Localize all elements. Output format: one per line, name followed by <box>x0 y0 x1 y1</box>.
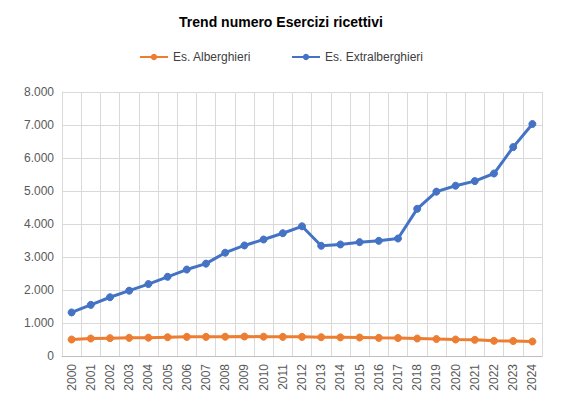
svg-text:5.000: 5.000 <box>24 184 54 198</box>
svg-text:Es. Extralberghieri: Es. Extralberghieri <box>325 50 423 64</box>
svg-text:2017: 2017 <box>391 364 405 391</box>
svg-text:2008: 2008 <box>218 364 232 391</box>
svg-text:2019: 2019 <box>429 364 443 391</box>
svg-text:4.000: 4.000 <box>24 217 54 231</box>
svg-text:8.000: 8.000 <box>24 85 54 99</box>
svg-text:1.000: 1.000 <box>24 316 54 330</box>
svg-text:2004: 2004 <box>141 364 155 391</box>
svg-text:7.000: 7.000 <box>24 118 54 132</box>
svg-text:2011: 2011 <box>276 364 290 390</box>
svg-text:2000: 2000 <box>65 364 79 391</box>
svg-text:2020: 2020 <box>449 364 463 391</box>
svg-text:2002: 2002 <box>103 364 117 391</box>
svg-text:2012: 2012 <box>295 364 309 391</box>
svg-text:2013: 2013 <box>314 364 328 391</box>
svg-text:2010: 2010 <box>257 364 271 391</box>
svg-text:2022: 2022 <box>487 364 501 391</box>
svg-text:2003: 2003 <box>122 364 136 391</box>
svg-text:2005: 2005 <box>161 364 175 391</box>
svg-text:2007: 2007 <box>199 364 213 391</box>
svg-text:3.000: 3.000 <box>24 250 54 264</box>
svg-text:2024: 2024 <box>525 364 539 391</box>
svg-text:2021: 2021 <box>468 364 482 391</box>
svg-text:2015: 2015 <box>353 364 367 391</box>
svg-text:2.000: 2.000 <box>24 283 54 297</box>
svg-text:0: 0 <box>47 349 54 363</box>
svg-text:Trend numero Esercizi ricettiv: Trend numero Esercizi ricettivi <box>179 14 383 30</box>
svg-text:2006: 2006 <box>180 364 194 391</box>
svg-text:2023: 2023 <box>506 364 520 391</box>
svg-text:2009: 2009 <box>237 364 251 391</box>
svg-text:2018: 2018 <box>410 364 424 391</box>
svg-text:6.000: 6.000 <box>24 151 54 165</box>
svg-text:2016: 2016 <box>372 364 386 391</box>
svg-text:Es. Alberghieri: Es. Alberghieri <box>173 50 250 64</box>
svg-text:2001: 2001 <box>84 364 98 391</box>
svg-text:2014: 2014 <box>333 364 347 391</box>
